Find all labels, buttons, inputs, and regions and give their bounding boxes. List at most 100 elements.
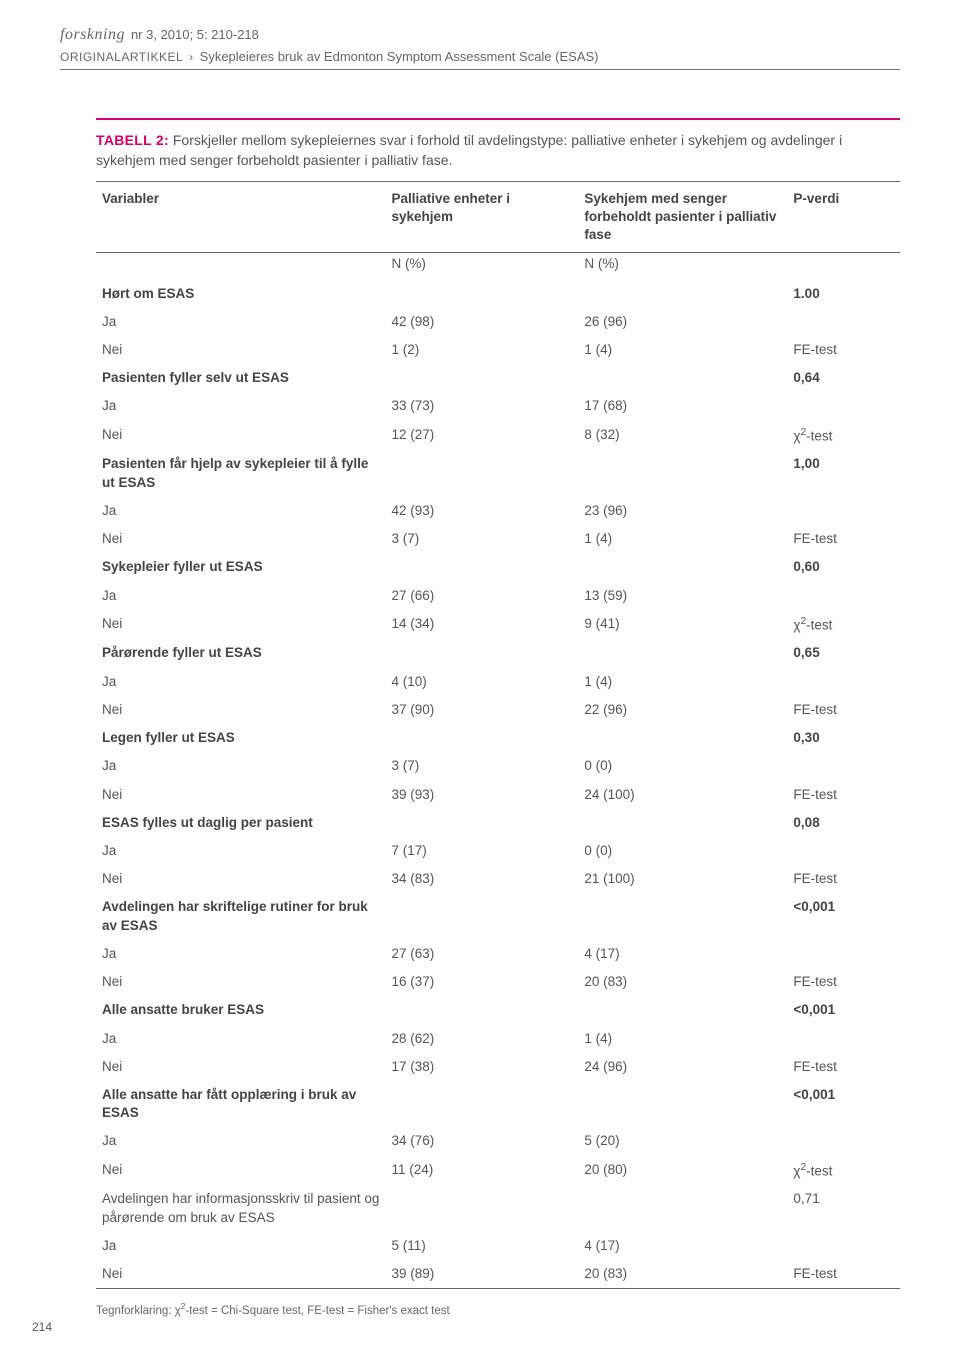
row-label: Nei [96,1053,385,1081]
table-section-row: ESAS fylles ut daglig per pasient0,08 [96,809,900,837]
row-value-a: 27 (63) [385,940,578,968]
table-2: TABELL 2: Forskjeller mellom sykepleiern… [96,118,900,1289]
row-test [787,497,900,525]
row-label: Hørt om ESAS [96,280,385,308]
table-row: Ja7 (17)0 (0) [96,837,900,865]
table-row: Ja3 (7)0 (0) [96,752,900,780]
subhead-n-a: N (%) [385,253,578,280]
row-label: Ja [96,837,385,865]
row-test: FE-test [787,1053,900,1081]
row-label: Ja [96,582,385,610]
row-value-a: 39 (93) [385,781,578,809]
row-label: Pårørende fyller ut ESAS [96,639,385,667]
row-test [787,1127,900,1155]
article-title: Sykepleieres bruk av Edmonton Symptom As… [200,48,599,66]
table-row: Nei3 (7)1 (4)FE-test [96,525,900,553]
row-test: FE-test [787,865,900,893]
col-pverdi: P-verdi [787,181,900,253]
row-label: Ja [96,392,385,420]
table-row: Ja34 (76)5 (20) [96,1127,900,1155]
row-value-a: 3 (7) [385,525,578,553]
row-test [787,837,900,865]
row-pvalue: 0,60 [787,553,900,581]
row-label: Pasienten fyller selv ut ESAS [96,364,385,392]
table-row: Nei39 (89)20 (83)FE-test [96,1260,900,1288]
row-value-b: 20 (83) [578,968,787,996]
data-table: Variabler Palliative enheter i sykehjem … [96,181,900,1288]
table-row: Ja27 (66)13 (59) [96,582,900,610]
row-label: Ja [96,1232,385,1260]
row-label: Ja [96,1025,385,1053]
row-value-a: 1 (2) [385,336,578,364]
table-section-row: Pårørende fyller ut ESAS 0,65 [96,639,900,667]
row-value-b: 24 (96) [578,1053,787,1081]
row-value-a: 4 (10) [385,668,578,696]
row-value-b: 4 (17) [578,940,787,968]
row-value-a: 17 (38) [385,1053,578,1081]
row-value-b: 22 (96) [578,696,787,724]
row-test [787,668,900,696]
table-section-row: Legen fyller ut ESAS0,30 [96,724,900,752]
page-number: 214 [32,1319,52,1335]
row-label: Ja [96,940,385,968]
table-section-row: Alle ansatte bruker ESAS<0,001 [96,996,900,1024]
row-test: FE-test [787,525,900,553]
table-row: Nei17 (38)24 (96)FE-test [96,1053,900,1081]
table-row: Nei37 (90)22 (96)FE-test [96,696,900,724]
row-label: ESAS fylles ut daglig per pasient [96,809,385,837]
col-sykehjem: Sykehjem med senger forbeholdt pasienter… [578,181,787,253]
row-label: Nei [96,610,385,640]
row-label: Nei [96,781,385,809]
row-label: Nei [96,968,385,996]
row-test: χ2-test [787,1156,900,1186]
row-label: Pasienten får hjelp av sykepleier til å … [96,450,385,496]
row-label: Nei [96,525,385,553]
row-label: Nei [96,336,385,364]
row-test: FE-test [787,781,900,809]
row-value-b: 20 (83) [578,1260,787,1288]
row-value-a: 42 (93) [385,497,578,525]
table-label: TABELL 2: [96,132,169,148]
table-row: Ja42 (98)26 (96) [96,308,900,336]
row-label: Avdelingen har informasjonsskriv til pas… [96,1185,385,1231]
table-section-row: Pasienten får hjelp av sykepleier til å … [96,450,900,496]
row-label: Nei [96,1156,385,1186]
row-pvalue: 1.00 [787,280,900,308]
row-test [787,308,900,336]
row-label: Nei [96,1260,385,1288]
row-value-b: 20 (80) [578,1156,787,1186]
table-row: Nei11 (24)20 (80)χ2-test [96,1156,900,1186]
row-value-b: 13 (59) [578,582,787,610]
row-test: FE-test [787,968,900,996]
row-value-a: 33 (73) [385,392,578,420]
table-section-row: Avdelingen har informasjonsskriv til pas… [96,1185,900,1231]
table-header-row: Variabler Palliative enheter i sykehjem … [96,181,900,253]
row-label: Alle ansatte har fått opplæring i bruk a… [96,1081,385,1127]
row-pvalue: 0,71 [787,1185,900,1231]
row-pvalue: <0,001 [787,893,900,939]
row-value-a: 11 (24) [385,1156,578,1186]
table-section-row: Sykepleier fyller ut ESAS0,60 [96,553,900,581]
table-section-row: Avdelingen har skriftelige rutiner for b… [96,893,900,939]
row-pvalue: <0,001 [787,996,900,1024]
row-test [787,392,900,420]
separator: › [189,49,194,65]
journal-name: forskning [60,24,125,46]
table-row: Ja28 (62)1 (4) [96,1025,900,1053]
table-row: Nei1 (2)1 (4)FE-test [96,336,900,364]
row-pvalue: 0,65 [787,639,900,667]
table-row: Ja42 (93)23 (96) [96,497,900,525]
row-value-a: 5 (11) [385,1232,578,1260]
row-label: Ja [96,1127,385,1155]
row-value-a: 7 (17) [385,837,578,865]
table-footnote: Tegnforklaring: χ2-test = Chi-Square tes… [96,1301,900,1319]
journal-issue: nr 3, 2010; 5: 210-218 [131,26,259,44]
row-label: Legen fyller ut ESAS [96,724,385,752]
row-value-b: 26 (96) [578,308,787,336]
table-subhead-row: N (%) N (%) [96,253,900,280]
row-value-b: 23 (96) [578,497,787,525]
row-test: FE-test [787,696,900,724]
row-label: Avdelingen har skriftelige rutiner for b… [96,893,385,939]
row-test [787,1025,900,1053]
row-label: Ja [96,497,385,525]
